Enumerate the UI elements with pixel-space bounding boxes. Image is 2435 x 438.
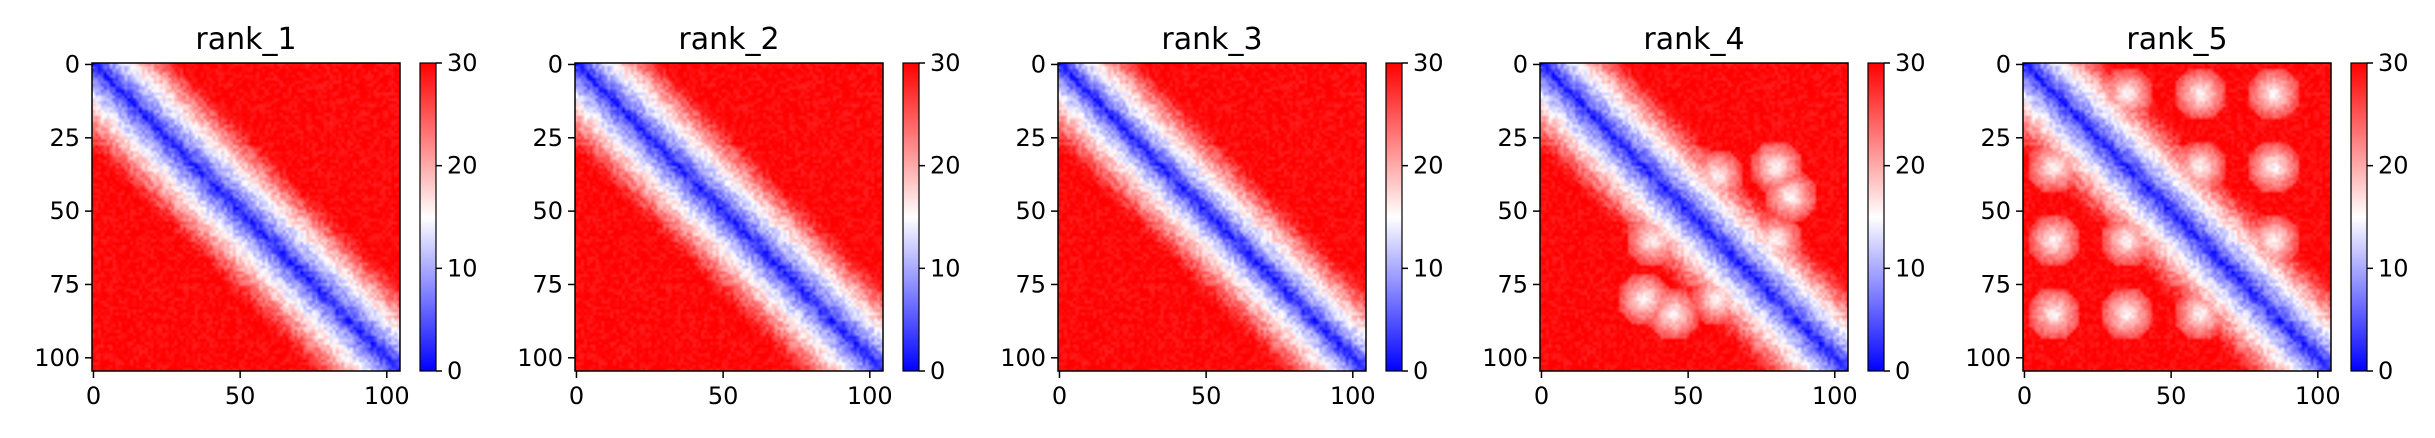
colorbar: [419, 62, 437, 372]
y-tick-label: 50: [49, 197, 80, 225]
colorbar-tick-label: 10: [1895, 254, 1926, 282]
y-tick-label: 75: [532, 270, 563, 298]
heatmap-matrix: [575, 63, 883, 371]
colorbar-tick-label: 30: [2378, 49, 2409, 77]
x-tick-label: 100: [2295, 382, 2341, 410]
colorbar-tick-label: 10: [2378, 254, 2409, 282]
panel-title: rank_5: [2126, 22, 2227, 57]
y-tick-label: 0: [1513, 50, 1528, 78]
colorbar-tick-label: 0: [1895, 357, 1910, 385]
colorbar: [1867, 62, 1885, 372]
colorbar-tick-label: 10: [447, 254, 478, 282]
x-tick-label: 0: [1534, 382, 1549, 410]
y-tick-label: 0: [548, 50, 563, 78]
y-tick-label: 25: [1497, 124, 1528, 152]
heatmap-matrix: [1058, 63, 1366, 371]
colorbar: [1385, 62, 1403, 372]
x-tick-label: 0: [2017, 382, 2032, 410]
x-tick-label: 100: [847, 382, 893, 410]
heatmap-frame: [574, 62, 884, 372]
x-tick-label: 100: [1812, 382, 1858, 410]
x-tick-label: 50: [1191, 382, 1222, 410]
x-tick-label: 50: [708, 382, 739, 410]
colorbar-tick-label: 30: [447, 49, 478, 77]
colorbar-tick-label: 10: [1413, 254, 1444, 282]
y-tick-label: 100: [34, 344, 80, 372]
x-tick-label: 100: [364, 382, 410, 410]
panel-title: rank_1: [195, 22, 296, 57]
colorbar-tick-label: 10: [930, 254, 961, 282]
y-tick-label: 100: [1000, 344, 1046, 372]
y-tick-label: 50: [1497, 197, 1528, 225]
colorbar-tick-label: 20: [930, 152, 961, 180]
heatmap-frame: [2022, 62, 2332, 372]
x-tick-label: 50: [225, 382, 256, 410]
y-tick-label: 50: [1015, 197, 1046, 225]
y-tick-label: 100: [1482, 344, 1528, 372]
colorbar-tick-label: 20: [447, 152, 478, 180]
colorbar-tick-label: 30: [1413, 49, 1444, 77]
heatmap-frame: [1539, 62, 1849, 372]
x-tick-label: 0: [569, 382, 584, 410]
y-tick-label: 50: [1980, 197, 2011, 225]
y-tick-label: 100: [517, 344, 563, 372]
panel-title: rank_2: [678, 22, 779, 57]
colorbar-tick-label: 30: [1895, 49, 1926, 77]
heatmap-matrix: [92, 63, 400, 371]
colorbar-tick-label: 20: [1413, 152, 1444, 180]
y-tick-label: 75: [1015, 270, 1046, 298]
y-tick-label: 50: [532, 197, 563, 225]
heatmap-matrix: [1540, 63, 1848, 371]
y-tick-label: 0: [65, 50, 80, 78]
colorbar-tick-label: 0: [2378, 357, 2393, 385]
x-tick-label: 50: [2156, 382, 2187, 410]
y-tick-label: 100: [1965, 344, 2011, 372]
y-tick-label: 25: [49, 124, 80, 152]
colorbar-tick-label: 0: [1413, 357, 1428, 385]
y-tick-label: 25: [1015, 124, 1046, 152]
x-tick-label: 0: [1052, 382, 1067, 410]
colorbar: [902, 62, 920, 372]
colorbar: [2350, 62, 2368, 372]
y-tick-label: 0: [1031, 50, 1046, 78]
panel-title: rank_4: [1643, 22, 1744, 57]
colorbar-tick-label: 30: [930, 49, 961, 77]
y-tick-label: 75: [49, 270, 80, 298]
x-tick-label: 50: [1673, 382, 1704, 410]
y-tick-label: 0: [1996, 50, 2011, 78]
colorbar-tick-label: 0: [447, 357, 462, 385]
heatmap-frame: [91, 62, 401, 372]
colorbar-tick-label: 0: [930, 357, 945, 385]
heatmap-matrix: [2023, 63, 2331, 371]
heatmap-frame: [1057, 62, 1367, 372]
y-tick-label: 75: [1980, 270, 2011, 298]
colorbar-tick-label: 20: [2378, 152, 2409, 180]
y-tick-label: 75: [1497, 270, 1528, 298]
x-tick-label: 100: [1330, 382, 1376, 410]
colorbar-tick-label: 20: [1895, 152, 1926, 180]
panel-title: rank_3: [1161, 22, 1262, 57]
y-tick-label: 25: [1980, 124, 2011, 152]
x-tick-label: 0: [86, 382, 101, 410]
y-tick-label: 25: [532, 124, 563, 152]
